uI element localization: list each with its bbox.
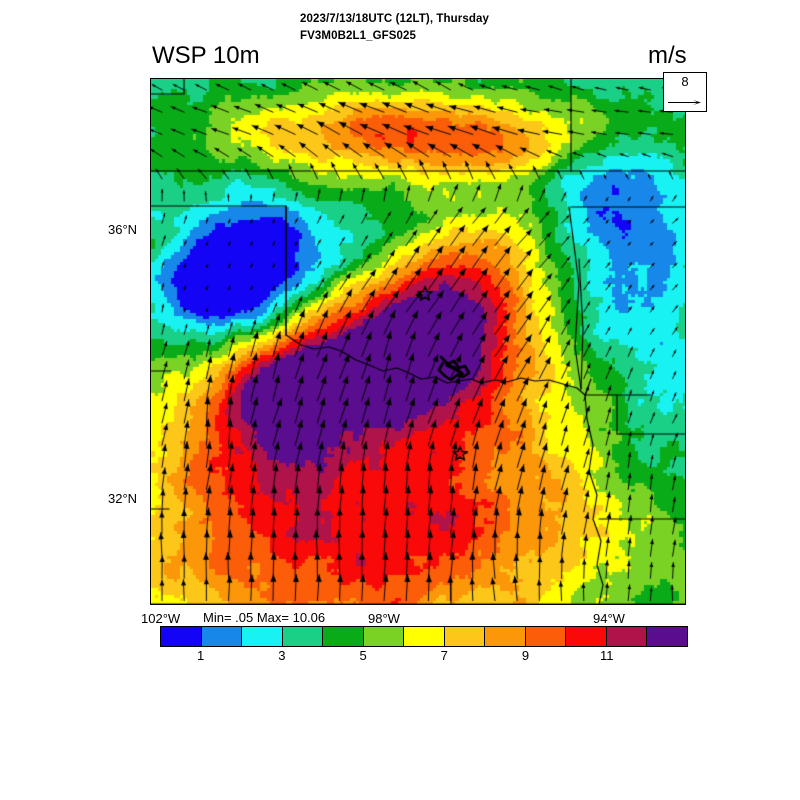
colorbar-segment-3 bbox=[282, 627, 324, 646]
units-label: m/s bbox=[648, 42, 687, 69]
colorbar-segment-10 bbox=[566, 627, 607, 646]
colorbar-segment-8 bbox=[485, 627, 526, 646]
map-plot-area bbox=[150, 78, 686, 605]
xtick-label-98w: 98°W bbox=[368, 611, 400, 626]
colorbar-tick-9: 9 bbox=[521, 648, 530, 663]
wind-vector-key: 8 bbox=[663, 72, 707, 112]
wind-speed-field-canvas bbox=[151, 79, 685, 604]
figure-title-model: FV3M0B2L1_GFS025 bbox=[300, 30, 417, 42]
colorbar-tick-labels: 1 3 5 7 9 11 bbox=[160, 648, 688, 666]
colorbar-segment-1 bbox=[201, 627, 243, 646]
colorbar-segment-12 bbox=[647, 627, 687, 646]
colorbar-segment-9 bbox=[525, 627, 567, 646]
colorbar-tick-5: 5 bbox=[359, 648, 367, 663]
colorbar-tick-11: 11 bbox=[600, 648, 614, 663]
xtick-label-102w: 102°W bbox=[141, 611, 181, 626]
figure-title-date: 2023/7/13/18UTC (12LT), Thursday bbox=[300, 13, 489, 25]
ytick-label-32n: 32°N bbox=[108, 491, 138, 506]
wind-arrow-right-icon bbox=[668, 100, 701, 105]
colorbar-segment-7 bbox=[444, 627, 486, 646]
variable-label: WSP 10m bbox=[152, 42, 260, 69]
colorbar-segment-6 bbox=[404, 627, 445, 646]
colorbar bbox=[160, 626, 688, 647]
colorbar-segment-11 bbox=[606, 627, 648, 646]
colorbar-tick-1: 1 bbox=[196, 648, 205, 663]
colorbar-segment-0 bbox=[161, 627, 202, 646]
wind-vector-key-value: 8 bbox=[681, 74, 689, 89]
colorbar-tick-7: 7 bbox=[440, 648, 448, 663]
colorbar-segment-4 bbox=[323, 627, 364, 646]
colorbar-tick-3: 3 bbox=[278, 648, 286, 663]
ytick-label-36n: 36°N bbox=[108, 222, 138, 237]
colorbar-segment-5 bbox=[363, 627, 405, 646]
xtick-label-94w: 94°W bbox=[593, 611, 625, 626]
colorbar-segment-2 bbox=[242, 627, 283, 646]
min-max-annotation: Min= .05 Max= 10.06 bbox=[203, 610, 326, 625]
